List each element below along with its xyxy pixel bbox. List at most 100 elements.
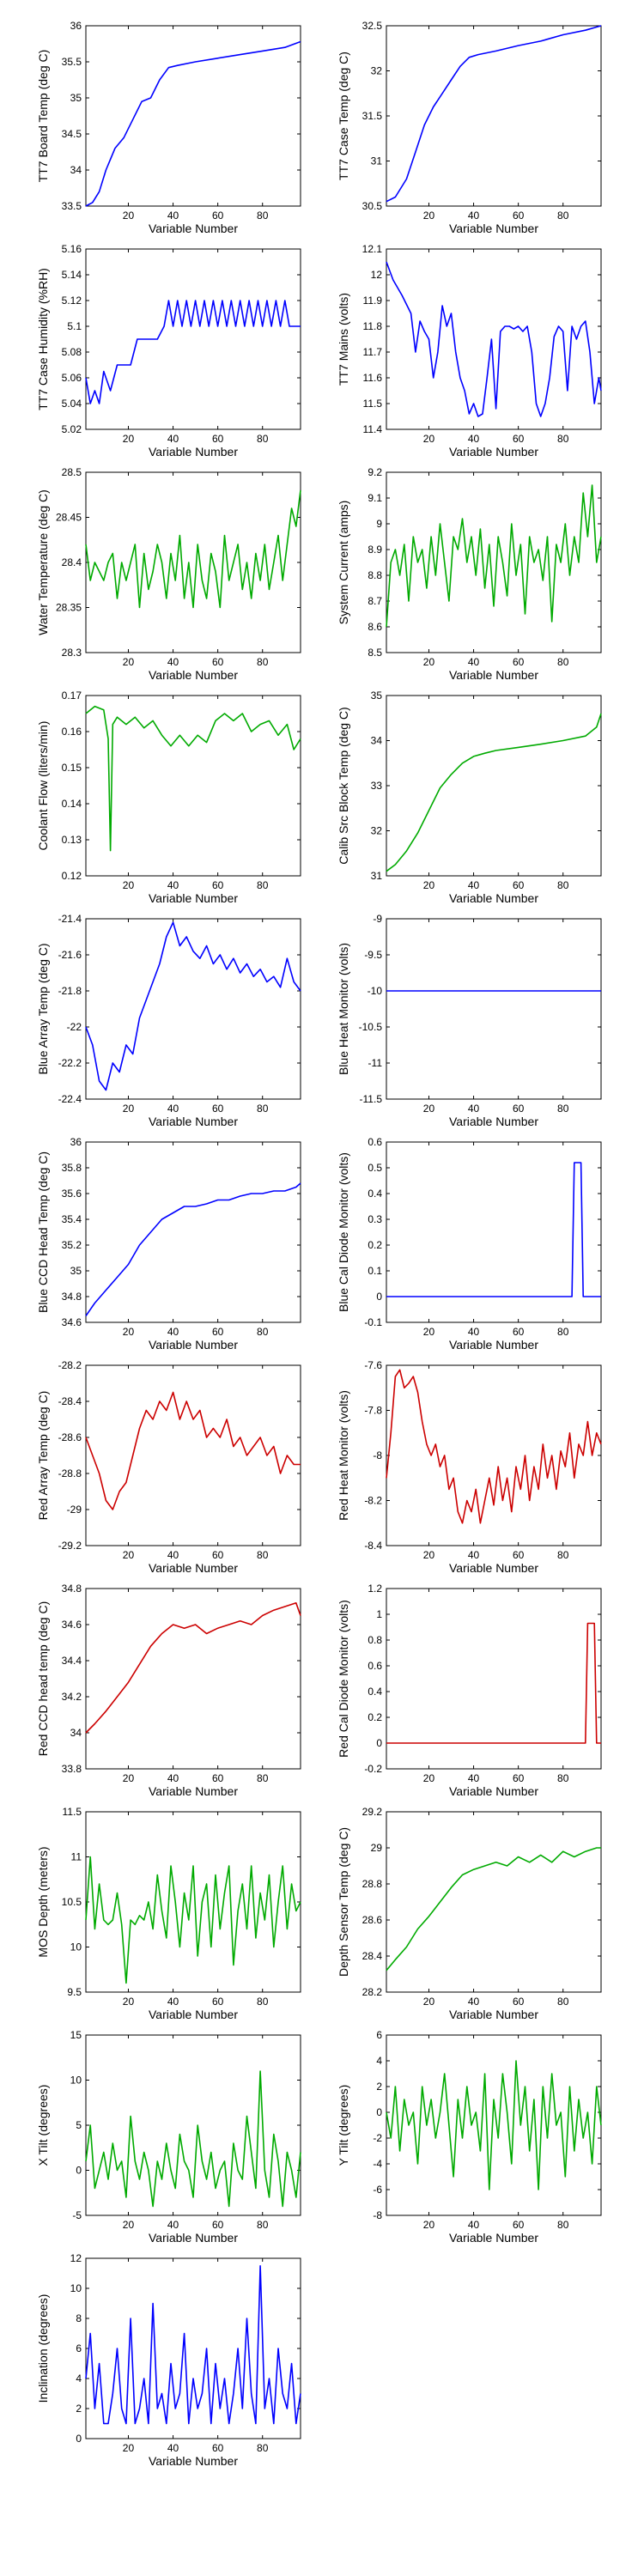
x-axis-label: Variable Number <box>149 445 238 459</box>
x-tick-label: 20 <box>123 1326 135 1338</box>
y-tick-label: 31.5 <box>362 110 383 122</box>
x-tick-label: 20 <box>423 656 435 668</box>
x-axis-label: Variable Number <box>149 2454 238 2468</box>
chart-panel: -8 -6 -4 -2 0 2 4 6 20 40 60 80 Variable Number Y Til… <box>337 2029 602 2245</box>
x-tick-label: 80 <box>257 656 269 668</box>
y-tick-label: -7.8 <box>364 1405 382 1417</box>
y-tick-label: 0.4 <box>368 1686 382 1698</box>
x-axis-label: Variable Number <box>449 222 538 235</box>
y-axis-label: Water Temperature (deg C) <box>36 489 50 635</box>
y-tick-label: 34.4 <box>62 1655 82 1667</box>
x-axis-label: Variable Number <box>449 2008 538 2021</box>
series-line <box>386 261 602 417</box>
chart-panel: -29.2 -29 -28.8 -28.6 -28.4 -28.2 20 40 60 80 Vari… <box>36 1359 301 1575</box>
y-tick-label: 11.7 <box>363 346 383 358</box>
series-line <box>85 1391 301 1510</box>
y-tick-label: 0.14 <box>62 798 82 810</box>
y-tick-label: 4 <box>376 2055 382 2067</box>
y-tick-label: 8.9 <box>368 544 382 556</box>
y-tick-label: -6 <box>373 2184 382 2196</box>
chart-panel: 28.3 28.35 28.4 28.45 28.5 20 40 60 80 Variable N… <box>36 466 301 682</box>
x-tick-label: 80 <box>257 1996 269 2008</box>
y-tick-label: 9.1 <box>368 492 382 504</box>
y-tick-label: 5.02 <box>62 423 82 435</box>
x-tick-label: 80 <box>257 1326 269 1338</box>
chart-panel: -5 0 5 10 15 20 40 60 80 Variable Number X Tilt (d… <box>36 2029 301 2245</box>
chart-panel: 0 2 4 6 8 10 12 20 40 60 80 Variable Number Inclinat… <box>36 2252 301 2468</box>
x-axis-label: Variable Number <box>449 1338 538 1352</box>
y-tick-label: 11.5 <box>63 1806 82 1818</box>
y-tick-label: 9 <box>376 518 382 530</box>
y-tick-label: 28.4 <box>62 556 82 568</box>
x-tick-label: 40 <box>167 2442 179 2454</box>
y-tick-label: 0.17 <box>62 690 82 702</box>
x-tick-label: 80 <box>557 879 569 891</box>
y-tick-label: 1 <box>376 1608 382 1620</box>
y-tick-label: 0.5 <box>368 1162 382 1174</box>
y-tick-label: 28.6 <box>362 1914 383 1926</box>
x-tick-label: 80 <box>557 210 569 222</box>
x-tick-label: 40 <box>468 1772 480 1784</box>
y-tick-label: -28.6 <box>58 1431 82 1443</box>
x-tick-label: 20 <box>423 1996 435 2008</box>
y-tick-label: -8.4 <box>364 1540 382 1552</box>
x-tick-label: 60 <box>513 433 525 445</box>
x-axis-label: Variable Number <box>449 1115 538 1128</box>
x-tick-label: 60 <box>212 1549 224 1561</box>
series-line <box>85 705 301 852</box>
x-tick-label: 40 <box>167 879 179 891</box>
series-line <box>85 1182 301 1316</box>
y-axis-label: Red CCD head temp (deg C) <box>36 1601 50 1757</box>
y-tick-label: 33.5 <box>62 200 82 212</box>
chart-panel: 33.8 34 34.2 34.4 34.6 34.8 20 40 60 80 Variable N… <box>36 1583 301 1798</box>
series-line <box>85 40 301 207</box>
y-tick-label: -21.8 <box>58 985 82 997</box>
x-tick-label: 40 <box>167 656 179 668</box>
y-axis-label: TT7 Case Temp (deg C) <box>337 52 350 180</box>
y-axis-label: MOS Depth (meters) <box>36 1846 50 1957</box>
y-tick-label: 28.4 <box>362 1950 383 1962</box>
y-tick-label: -9.5 <box>364 949 382 961</box>
y-tick-label: 8.7 <box>368 595 382 607</box>
y-tick-label: 31 <box>371 155 383 167</box>
y-axis-label: Inclination (degrees) <box>36 2294 50 2403</box>
y-tick-label: -0.2 <box>364 1763 382 1775</box>
y-axis-label: TT7 Case Humidity (%RH) <box>36 268 50 410</box>
x-tick-label: 20 <box>423 1103 435 1115</box>
x-tick-label: 20 <box>423 1326 435 1338</box>
y-tick-label: 5.14 <box>62 269 82 281</box>
x-tick-label: 60 <box>513 656 525 668</box>
chart-panel: 11.4 11.5 11.6 11.7 11.8 11.9 12 12.1 20 40 60 80 Va… <box>337 243 602 459</box>
chart-panel: 33.5 34 34.5 35 35.5 36 20 40 60 80 Variable Numbe… <box>36 20 301 235</box>
y-tick-label: 28.2 <box>362 1986 383 1998</box>
x-tick-label: 40 <box>167 433 179 445</box>
y-axis-label: Coolant Flow (liters/min) <box>36 721 50 851</box>
series-line <box>386 1369 602 1524</box>
chart-panel: 5.02 5.04 5.06 5.08 5.1 5.12 5.14 5.16 20 40 60 80 V… <box>36 243 301 459</box>
x-tick-label: 40 <box>167 2219 179 2231</box>
plot-frame <box>386 25 602 207</box>
y-tick-label: 10 <box>70 2075 82 2087</box>
y-tick-label: 0.2 <box>368 1239 382 1251</box>
y-tick-label: 4 <box>76 2372 82 2385</box>
x-axis-label: Variable Number <box>449 668 538 682</box>
x-tick-label: 40 <box>468 2219 480 2231</box>
x-tick-label: 40 <box>468 656 480 668</box>
x-tick-label: 80 <box>557 1326 569 1338</box>
x-tick-label: 60 <box>212 210 224 222</box>
x-axis-label: Variable Number <box>149 1115 238 1128</box>
x-axis-label: Variable Number <box>149 668 238 682</box>
x-axis-label: Variable Number <box>449 891 538 905</box>
plot-frame <box>85 2257 301 2439</box>
x-tick-label: 80 <box>557 1996 569 2008</box>
series-line <box>386 1622 601 1744</box>
series-line <box>386 1847 601 1971</box>
y-tick-label: -28.2 <box>58 1359 82 1371</box>
x-axis-label: Variable Number <box>149 222 238 235</box>
x-tick-label: 60 <box>513 1549 525 1561</box>
x-tick-label: 40 <box>468 210 480 222</box>
y-tick-label: 35.5 <box>62 56 82 68</box>
y-tick-label: 10 <box>70 1941 82 1953</box>
y-tick-label: 12.1 <box>362 243 383 255</box>
series-line <box>85 2265 301 2425</box>
